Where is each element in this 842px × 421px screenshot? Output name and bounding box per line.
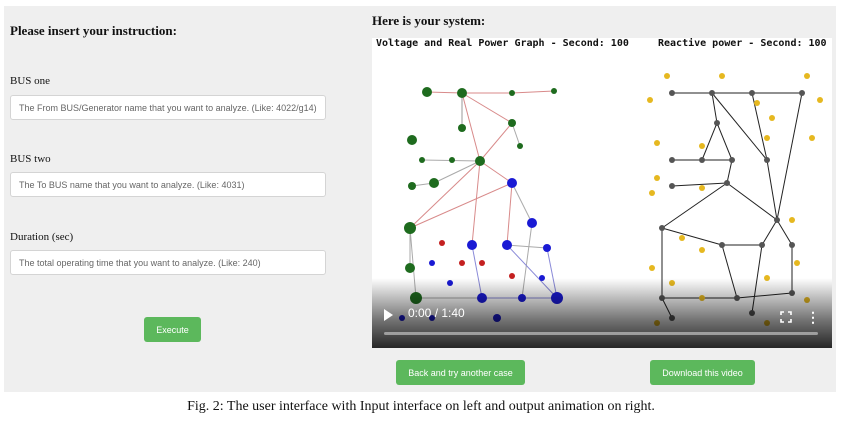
download-video-button[interactable]: Download this video [650,360,755,385]
bus-one-label: BUS one [10,75,51,87]
reactive-power-graph-title: Reactive power - Second: 100 [658,38,827,49]
video-controls: 0:00 / 1:40 ⋮ [372,278,832,348]
execute-button[interactable]: Execute [144,317,201,342]
bus-two-label: BUS two [10,153,51,165]
voltage-power-graph-title: Voltage and Real Power Graph - Second: 1… [376,38,629,49]
duration-input[interactable] [10,250,326,275]
duration-label: Duration (sec) [10,231,74,243]
video-progress-bar[interactable] [384,332,818,335]
input-panel: Please insert your instruction: BUS one … [4,6,368,392]
video-player[interactable]: Voltage and Real Power Graph - Second: 1… [372,38,832,348]
back-button[interactable]: Back and try another case [396,360,525,385]
fullscreen-icon[interactable] [780,311,792,323]
voltage-graph-edges [409,90,558,299]
app-frame: Please insert your instruction: BUS one … [4,6,836,392]
video-time: 0:00 / 1:40 [408,306,465,320]
system-heading: Here is your system: [372,13,486,28]
bus-two-input[interactable] [10,172,326,197]
bus-one-input[interactable] [10,95,326,120]
figure-caption: Fig. 2: The user interface with Input in… [187,399,655,414]
more-options-icon[interactable]: ⋮ [806,309,820,325]
play-icon[interactable] [384,309,393,321]
instruction-heading: Please insert your instruction: [10,23,177,38]
